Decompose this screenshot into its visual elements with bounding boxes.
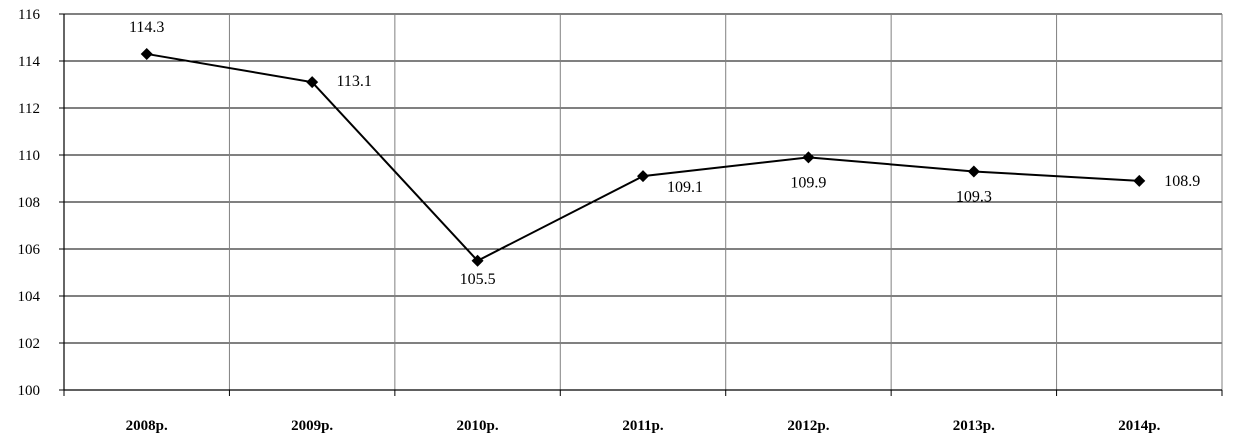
y-tick-label: 108 <box>18 195 41 211</box>
y-tick-label: 106 <box>18 242 41 258</box>
y-axis-ticks: 100 102 104 106 108 110 112 114 116 <box>18 7 41 399</box>
x-tick-label: 2013р. <box>953 418 995 434</box>
x-tick-label: 2014р. <box>1118 418 1160 434</box>
series-group <box>140 47 1146 267</box>
data-point-marker <box>140 47 153 60</box>
x-tick-label: 2010р. <box>457 418 499 434</box>
data-label: 114.3 <box>129 19 164 36</box>
data-label: 109.9 <box>790 174 826 191</box>
data-point-marker <box>802 151 815 164</box>
y-tick-label: 104 <box>18 289 41 305</box>
data-point-marker <box>637 170 649 183</box>
x-tick-label: 2011р. <box>622 418 664 434</box>
y-tick-label: 102 <box>18 336 41 352</box>
axes <box>59 13 1223 396</box>
y-tick-label: 116 <box>18 7 40 23</box>
gridlines <box>64 13 1223 390</box>
x-tick-label: 2009р. <box>291 418 333 434</box>
data-label: 113.1 <box>336 73 371 90</box>
x-axis-ticks: 2008р. 2009р. 2010р. 2011р. 2012р. 2013р. 2014… <box>126 418 1161 434</box>
data-label: 109.1 <box>667 179 703 196</box>
data-label: 105.5 <box>460 271 496 288</box>
data-point-marker <box>306 76 319 89</box>
y-tick-label: 112 <box>18 101 40 117</box>
x-tick-label: 2008р. <box>126 418 168 434</box>
y-tick-label: 114 <box>18 54 40 70</box>
data-point-marker <box>1133 174 1146 187</box>
data-label: 109.3 <box>956 188 992 205</box>
data-point-marker <box>471 254 484 267</box>
y-tick-label: 100 <box>18 383 41 399</box>
data-point-marker <box>967 165 980 178</box>
x-tick-label: 2012р. <box>787 418 829 434</box>
series-line <box>146 52 1140 262</box>
data-label: 108.9 <box>1164 173 1200 190</box>
y-tick-label: 110 <box>18 148 40 164</box>
data-labels: 114.3 113.1 105.5 109.1 109.9 109.3 108.9 <box>129 19 1200 288</box>
